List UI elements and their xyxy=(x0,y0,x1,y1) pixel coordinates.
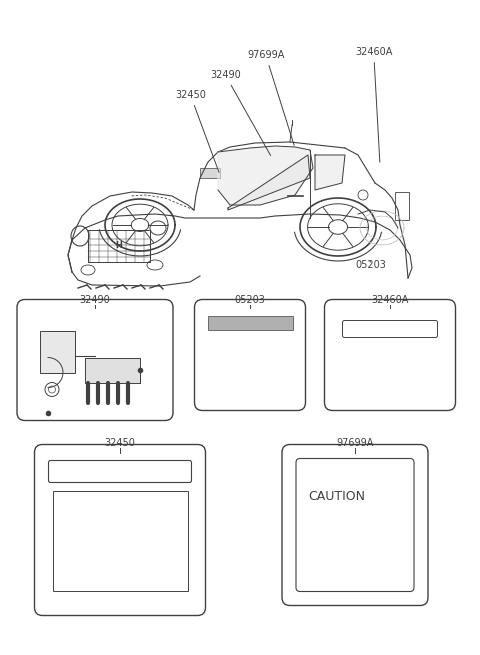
FancyBboxPatch shape xyxy=(35,445,205,616)
FancyBboxPatch shape xyxy=(48,460,192,483)
Text: 32460A: 32460A xyxy=(355,47,392,162)
FancyBboxPatch shape xyxy=(17,299,173,421)
Text: 05203: 05203 xyxy=(355,260,386,270)
FancyBboxPatch shape xyxy=(324,299,456,411)
Polygon shape xyxy=(218,146,313,205)
Text: 32490: 32490 xyxy=(80,295,110,305)
Bar xyxy=(40,331,75,373)
Text: 32460A: 32460A xyxy=(372,295,408,305)
FancyBboxPatch shape xyxy=(343,320,437,337)
Text: CAUTION: CAUTION xyxy=(308,491,365,504)
Bar xyxy=(88,230,150,262)
Bar xyxy=(207,316,292,329)
Polygon shape xyxy=(315,155,345,190)
Polygon shape xyxy=(228,155,310,210)
Bar xyxy=(395,192,409,220)
FancyBboxPatch shape xyxy=(282,445,428,605)
Text: 32450: 32450 xyxy=(175,90,219,172)
Bar xyxy=(200,168,220,178)
FancyBboxPatch shape xyxy=(296,458,414,591)
Text: 32450: 32450 xyxy=(105,438,135,448)
Bar xyxy=(52,491,188,591)
Bar xyxy=(85,358,140,383)
FancyBboxPatch shape xyxy=(194,299,305,411)
Text: 97699A: 97699A xyxy=(247,50,294,145)
Text: 05203: 05203 xyxy=(235,295,265,305)
Text: H: H xyxy=(116,242,122,250)
Text: 32490: 32490 xyxy=(210,70,271,156)
Text: 97699A: 97699A xyxy=(336,438,374,448)
